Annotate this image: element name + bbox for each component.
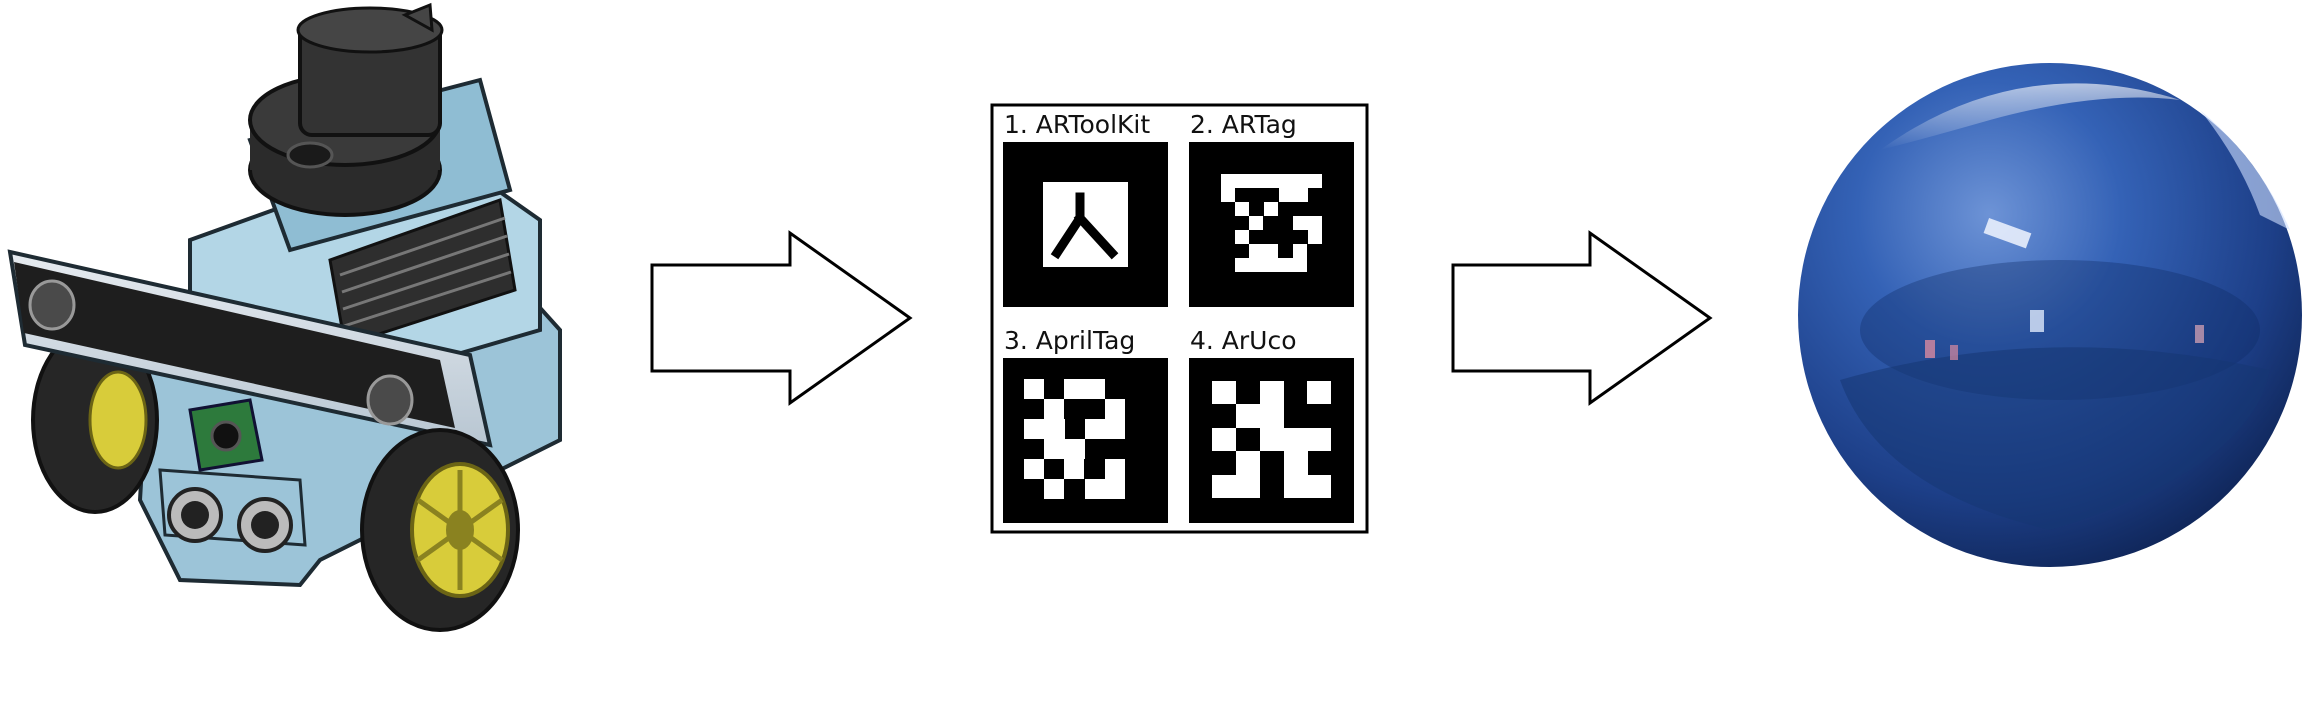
right-wheel — [360, 428, 520, 632]
artag-marker — [1189, 142, 1354, 307]
reflective-sphere-icon — [1798, 63, 2302, 567]
aruco-marker — [1189, 358, 1354, 523]
arrow-right-icon-2 — [1451, 230, 1713, 406]
apriltag-marker — [1003, 358, 1168, 523]
camera-module — [188, 398, 264, 472]
robot-icon — [7, 2, 562, 632]
fiducial-marker-grid: 1. ARToolKit 2. ARTag — [990, 103, 1369, 534]
left-wheel — [31, 326, 159, 514]
arrow-right-icon — [650, 230, 913, 406]
artoolkit-marker — [1003, 142, 1168, 307]
depth-camera — [7, 249, 493, 448]
marker-label-aruco: 4. ArUco — [1190, 326, 1297, 355]
ultrasonic-sensor — [158, 468, 307, 553]
lidar-sensor — [248, 2, 444, 217]
marker-label-artag: 2. ARTag — [1190, 110, 1297, 139]
marker-label-artoolkit: 1. ARToolKit — [1004, 110, 1150, 139]
heatsink — [328, 197, 517, 347]
marker-label-apriltag: 3. AprilTag — [1004, 326, 1135, 355]
